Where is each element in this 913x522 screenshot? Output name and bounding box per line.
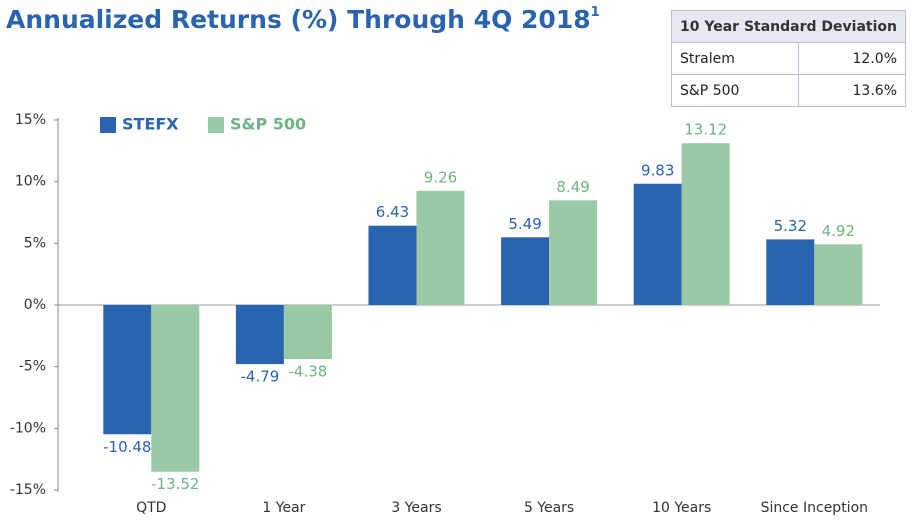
value-label: 8.49 bbox=[556, 178, 589, 196]
x-tick-label: Since Inception bbox=[761, 500, 868, 516]
y-tick-label: 15% bbox=[15, 112, 46, 128]
bar bbox=[368, 225, 417, 305]
table-header-row: 10 Year Standard Deviation bbox=[671, 10, 906, 43]
y-tick-label: 5% bbox=[24, 235, 46, 251]
bar bbox=[766, 239, 815, 305]
value-label: -13.52 bbox=[151, 475, 199, 493]
bar bbox=[814, 244, 863, 305]
x-tick-label: QTD bbox=[136, 500, 166, 516]
x-tick-label: 5 Years bbox=[524, 500, 574, 516]
bar bbox=[681, 143, 730, 305]
bar bbox=[633, 183, 682, 305]
title-text: Annualized Returns (%) Through 4Q 2018 bbox=[6, 5, 591, 34]
table-cell: S&P 500 bbox=[671, 74, 799, 107]
bar bbox=[416, 190, 465, 305]
y-tick-label: 10% bbox=[15, 174, 46, 190]
x-tick-label: 10 Years bbox=[652, 500, 711, 516]
bar bbox=[235, 305, 284, 365]
bar bbox=[283, 305, 332, 360]
value-label: 13.12 bbox=[684, 121, 727, 139]
bar bbox=[151, 305, 200, 472]
table-cell: 13.6% bbox=[798, 74, 906, 107]
y-tick-label: 0% bbox=[24, 297, 46, 313]
x-tick-label: 1 Year bbox=[262, 500, 305, 516]
legend-label: STEFX bbox=[122, 115, 179, 134]
title-superscript: 1 bbox=[591, 5, 600, 20]
legend-swatch bbox=[100, 117, 116, 133]
bar bbox=[549, 200, 598, 305]
value-label: 5.49 bbox=[508, 215, 541, 233]
value-label: 6.43 bbox=[376, 203, 409, 221]
value-label: 5.32 bbox=[774, 217, 807, 235]
value-label: -4.79 bbox=[240, 368, 279, 386]
bar bbox=[103, 305, 152, 435]
x-tick-label: 3 Years bbox=[391, 500, 441, 516]
value-label: 9.26 bbox=[424, 168, 457, 186]
legend-label: S&P 500 bbox=[230, 115, 306, 134]
table-header: 10 Year Standard Deviation bbox=[671, 10, 906, 43]
y-tick-label: -15% bbox=[10, 482, 46, 498]
value-label: -4.38 bbox=[288, 363, 327, 381]
std-dev-table: 10 Year Standard Deviation Stralem 12.0% … bbox=[671, 10, 906, 107]
table-cell: 12.0% bbox=[798, 42, 906, 75]
legend-swatch bbox=[208, 117, 224, 133]
chart-title: Annualized Returns (%) Through 4Q 20181 bbox=[6, 5, 600, 35]
value-label: 4.92 bbox=[822, 222, 855, 240]
bar bbox=[501, 237, 550, 305]
table-row: Stralem 12.0% bbox=[671, 42, 906, 75]
y-tick-label: -10% bbox=[10, 420, 46, 436]
value-label: -10.48 bbox=[103, 438, 151, 456]
table-cell: Stralem bbox=[671, 42, 799, 75]
value-label: 9.83 bbox=[641, 161, 674, 179]
y-tick-label: -5% bbox=[19, 359, 46, 375]
table-row: S&P 500 13.6% bbox=[671, 74, 906, 107]
